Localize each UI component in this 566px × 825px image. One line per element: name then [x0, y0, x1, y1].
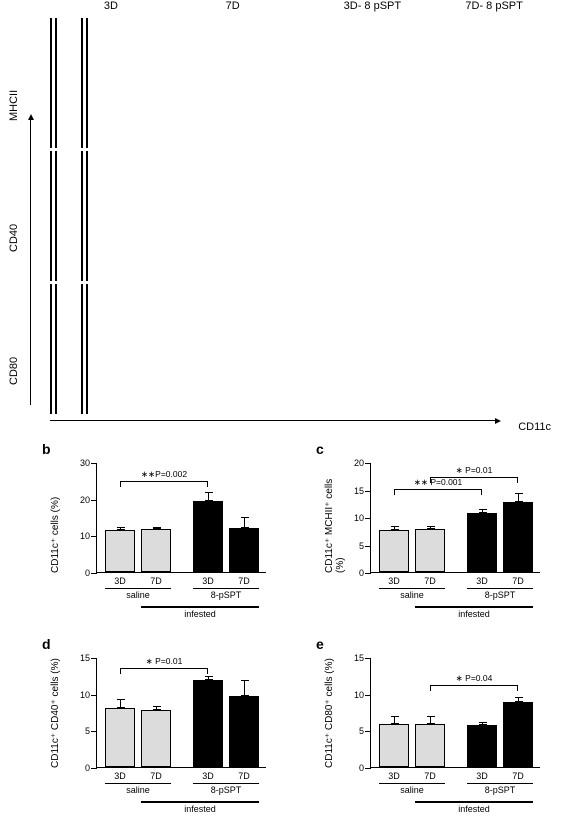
significance-label: ∗∗ P=0.001: [414, 477, 463, 488]
row-label-cd80: CD80: [8, 321, 24, 421]
ytick-label: 5: [85, 726, 97, 736]
group-label: saline: [400, 767, 424, 795]
flow-plot: 53.6%7.73%8.71%22.9%: [50, 18, 52, 148]
flow-plot: 65.5%11.5%4.06%19.0%: [86, 18, 88, 148]
ytick-label: 20: [354, 458, 371, 468]
bar: [415, 724, 445, 767]
flow-plot: 38.8%11.4%18.6%31.1%: [81, 151, 83, 281]
group-label: saline: [126, 572, 150, 600]
y-axis-arrow: [30, 120, 31, 405]
significance-label: ∗∗P=0.002: [141, 469, 187, 480]
ytick-label: 0: [359, 763, 371, 773]
flow-plot: 1.95%7.98%10.7%80.3%: [55, 284, 57, 414]
flow-plot: 1.95%6.19%13.9%77.5%: [81, 284, 83, 414]
panel-letter: c: [316, 441, 324, 457]
group-label: saline: [400, 572, 424, 600]
xtick-label: 7D: [150, 767, 162, 781]
col-header: 7D- 8 pSPT: [433, 0, 555, 18]
row-label-cd40: CD40: [8, 188, 24, 288]
bar: [193, 680, 223, 767]
flow-plot: 1.43%6.57%16.2%75.8%: [50, 284, 52, 414]
infested-label: infested: [458, 767, 490, 814]
ytick-label: 10: [354, 690, 371, 700]
y-axis-title: CD11c⁺ CD40⁺ cells (%): [50, 658, 61, 768]
plots-grid: 53.6%7.73%8.71%22.9%70.4%7.73%6.03%15.8%…: [50, 18, 88, 414]
bar: [141, 710, 171, 767]
ytick-label: 0: [85, 568, 97, 578]
y-axis-title: CD11c⁺ MCHII⁺ cells (%): [324, 463, 346, 573]
chart-area: 0510153D7D3D7Dsaline8-pSPTinfested∗ P=0.…: [370, 658, 540, 768]
panel-letter: d: [42, 636, 51, 652]
infested-label: infested: [184, 572, 216, 619]
y-axis-title: CD11c⁺ cells (%): [50, 463, 61, 573]
flow-plot: 70.4%7.73%6.03%15.8%: [55, 18, 57, 148]
bar-panel-c: cCD11c⁺ MCHII⁺ cells (%)051015203D7D3D7D…: [312, 445, 562, 625]
flow-plot: 67.7%9.59%2.95%19.7%: [81, 18, 83, 148]
flow-plot: 43.4%7.71%9.24%39.7%: [86, 151, 88, 281]
ytick-label: 0: [85, 763, 97, 773]
panel-letter: e: [316, 636, 324, 652]
x-axis-label: CD11c: [518, 421, 551, 433]
ytick-label: 5: [359, 726, 371, 736]
xtick-label: 7D: [424, 572, 436, 586]
significance-label: ∗ P=0.04: [456, 673, 493, 684]
xtick-label: 3D: [114, 572, 126, 586]
ytick-label: 15: [354, 486, 371, 496]
bar: [105, 708, 135, 767]
column-headers: 3D 7D 3D- 8 pSPT 7D- 8 pSPT: [50, 0, 555, 18]
bar: [193, 501, 223, 573]
flow-plot: 45.8%8.32%16.1%28.8%: [55, 151, 57, 281]
significance-label: ∗ P=0.01: [456, 465, 493, 476]
col-header: 3D- 8 pSPT: [312, 0, 434, 18]
ytick-label: 30: [80, 458, 97, 468]
ytick-label: 20: [80, 495, 97, 505]
bar: [503, 502, 533, 572]
col-header: 3D: [50, 0, 172, 18]
xtick-label: 3D: [388, 767, 400, 781]
flow-cytometry-panel: 3D 7D 3D- 8 pSPT 7D- 8 pSPT MHCII CD40 C…: [30, 0, 555, 435]
bar: [229, 696, 259, 767]
infested-label: infested: [184, 767, 216, 814]
bar: [467, 725, 497, 767]
chart-area: 01020303D7D3D7Dsaline8-pSPTinfested∗∗P=0…: [96, 463, 266, 573]
ytick-label: 10: [80, 531, 97, 541]
xtick-label: 7D: [424, 767, 436, 781]
x-axis-arrow: [50, 420, 495, 421]
bar-panel-d: dCD11c⁺ CD40⁺ cells (%)0510153D7D3D7Dsal…: [38, 640, 288, 820]
ytick-label: 15: [354, 653, 371, 663]
ytick-label: 10: [354, 513, 371, 523]
bar: [229, 528, 259, 572]
bar-panel-b: bCD11c⁺ cells (%)01020303D7D3D7Dsaline8-…: [38, 445, 288, 625]
xtick-label: 3D: [388, 572, 400, 586]
infested-label: infested: [458, 572, 490, 619]
col-header: 7D: [172, 0, 294, 18]
bar-panel-e: eCD11c⁺ CD80⁺ cells (%)0510153D7D3D7Dsal…: [312, 640, 562, 820]
bar: [141, 529, 171, 572]
row-label-mhcii: MHCII: [8, 55, 24, 155]
panel-letter: b: [42, 441, 51, 457]
xtick-label: 3D: [114, 767, 126, 781]
significance-label: ∗ P=0.01: [146, 656, 183, 667]
xtick-label: 7D: [150, 572, 162, 586]
group-label: saline: [126, 767, 150, 795]
bar: [379, 530, 409, 572]
chart-area: 051015203D7D3D7Dsaline8-pSPTinfested∗∗ P…: [370, 463, 540, 573]
flow-plot: 1.61%8.98%14.0%75.4%: [86, 284, 88, 414]
ytick-label: 5: [359, 541, 371, 551]
ytick-label: 15: [80, 653, 97, 663]
bar: [379, 724, 409, 767]
bar: [467, 513, 497, 572]
bar: [503, 702, 533, 767]
ytick-label: 10: [80, 690, 97, 700]
chart-area: 0510153D7D3D7Dsaline8-pSPTinfested∗ P=0.…: [96, 658, 266, 768]
bar: [415, 529, 445, 572]
flow-plot: 43.9%6.78%9.86%40.1%: [50, 151, 52, 281]
y-axis-title: CD11c⁺ CD80⁺ cells (%): [324, 658, 335, 768]
ytick-label: 0: [359, 568, 371, 578]
bar: [105, 530, 135, 572]
